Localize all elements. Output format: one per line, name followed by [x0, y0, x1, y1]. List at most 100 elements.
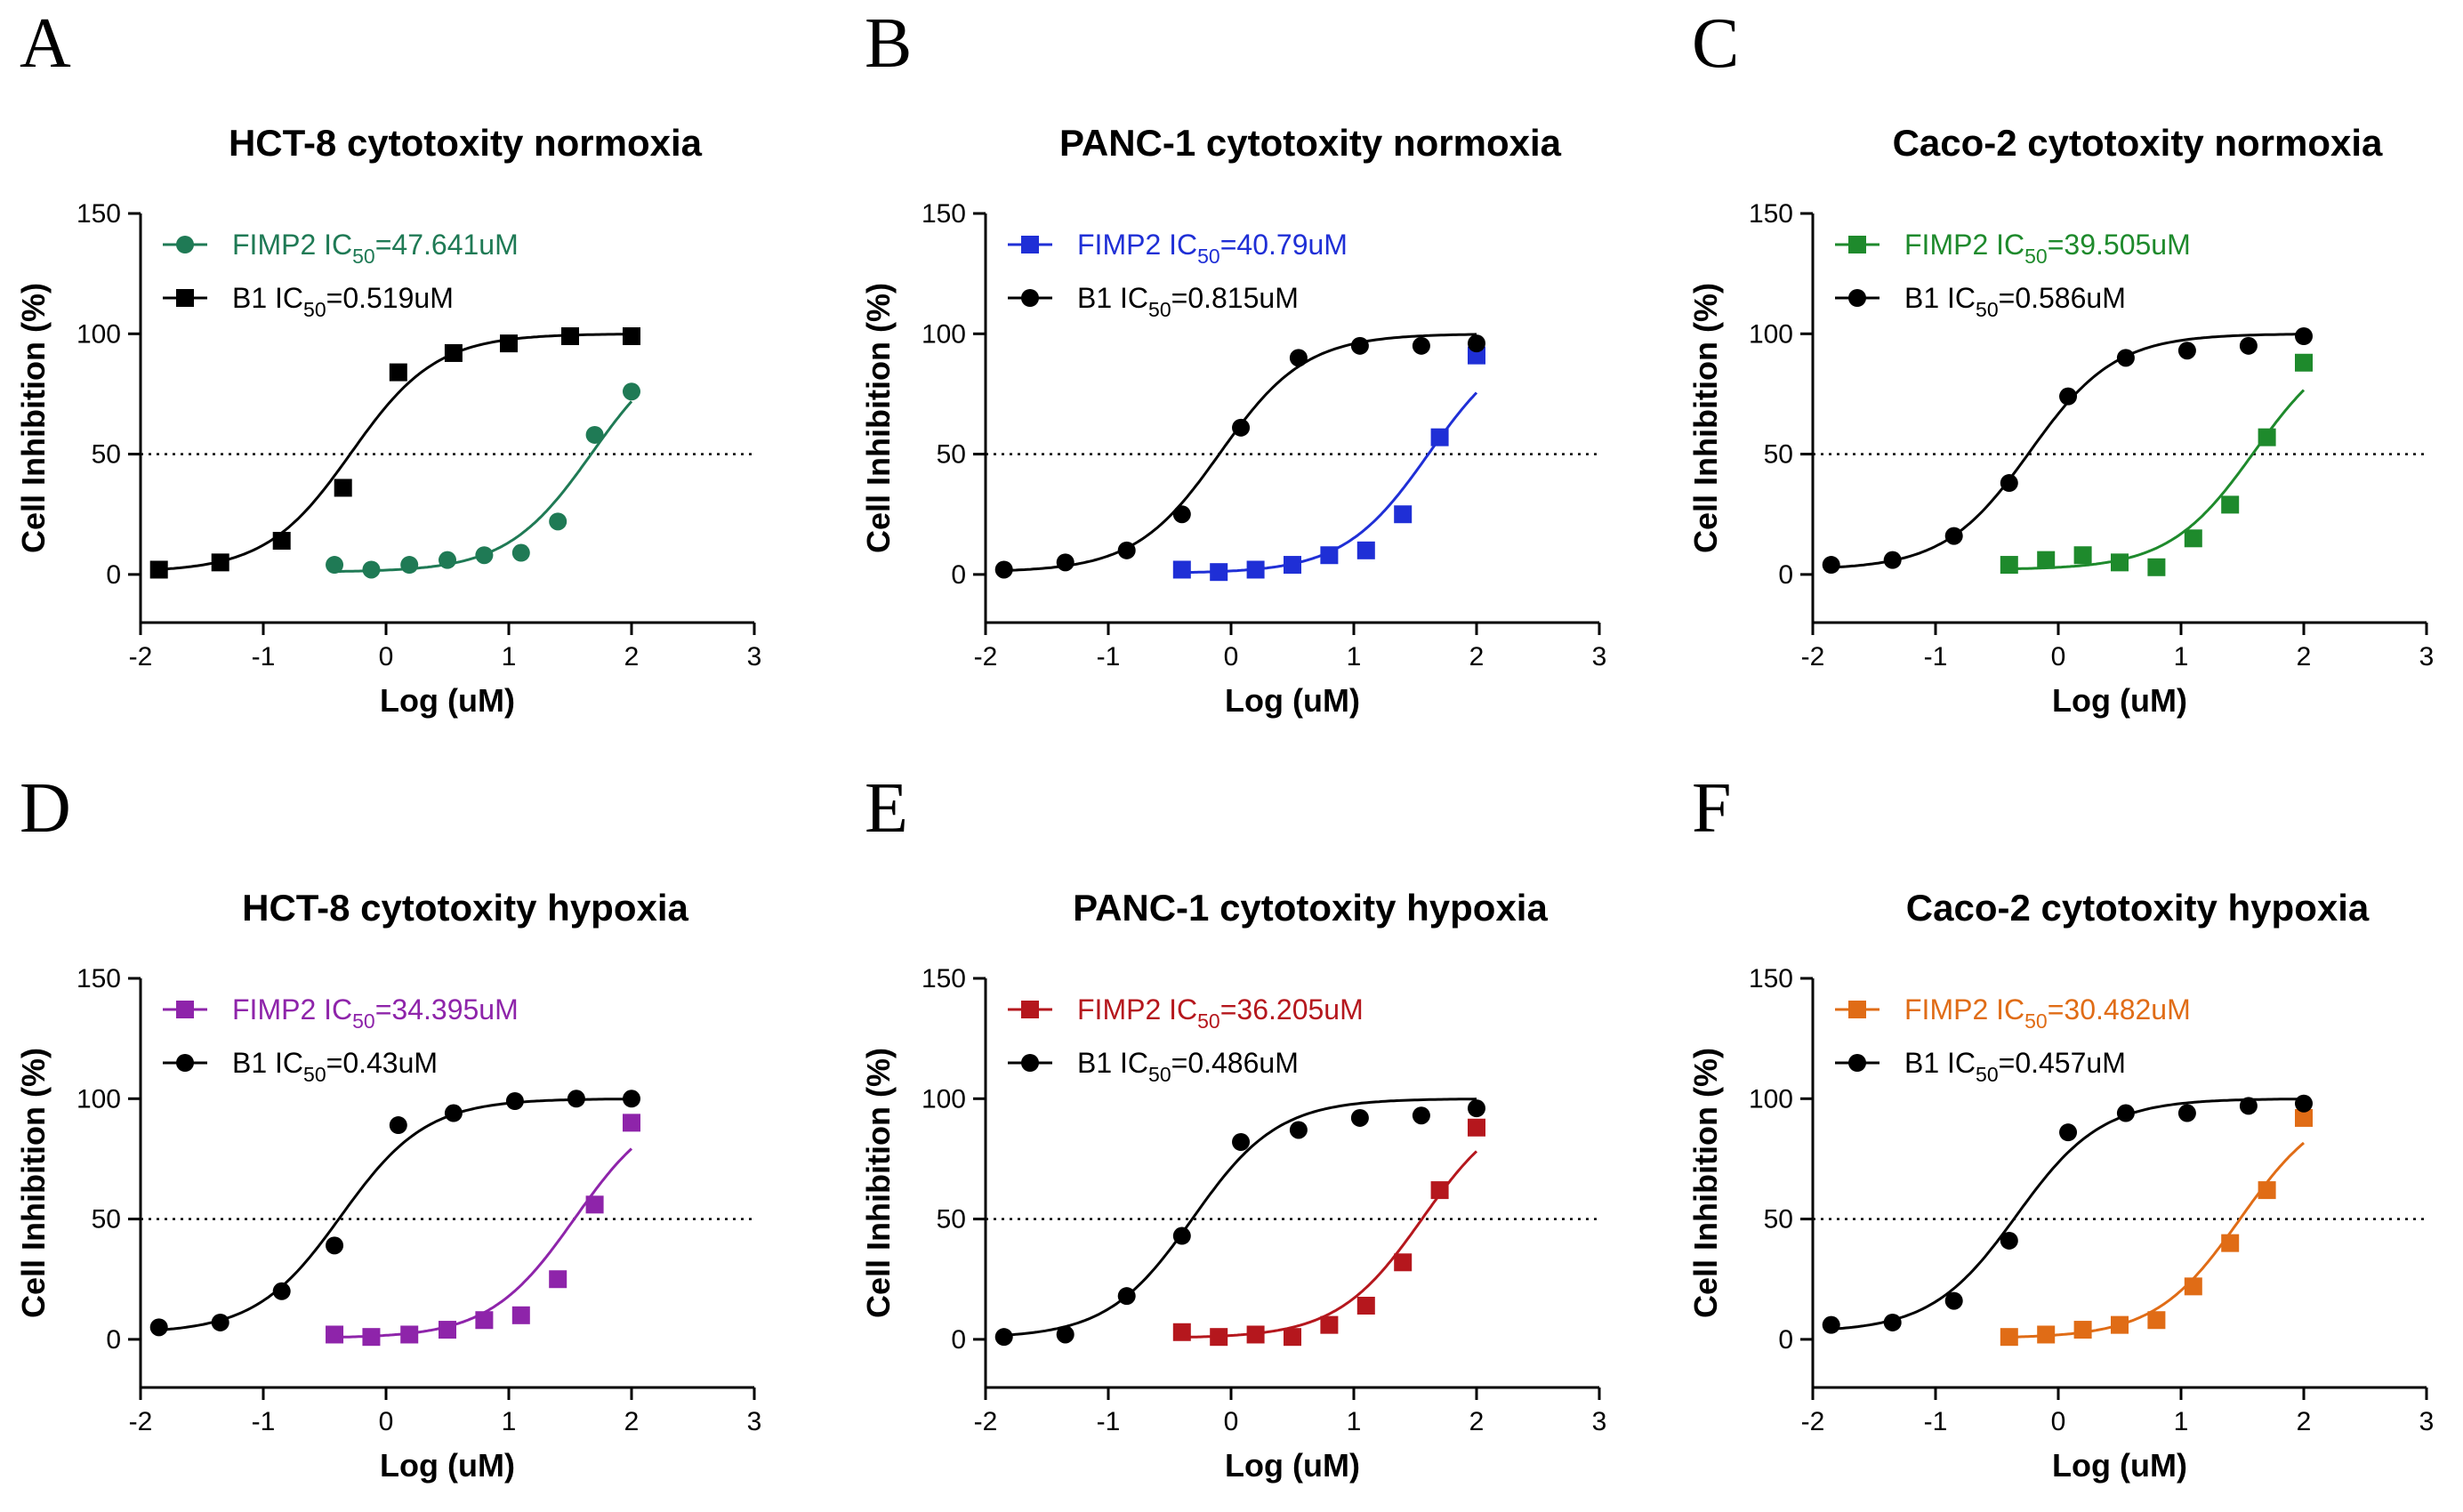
data-point [1412, 1106, 1430, 1125]
y-axis-label: Cell Inhibition (%) [15, 283, 52, 553]
data-point [1246, 1325, 1265, 1344]
x-tick-label: 3 [2419, 642, 2435, 672]
data-point [326, 556, 344, 575]
legend-label: B1 IC50=0.457uM [1904, 1047, 2126, 1086]
x-tick-label: 0 [2051, 642, 2066, 672]
y-tick-label: 150 [76, 964, 121, 993]
y-tick-label: 150 [76, 199, 121, 229]
legend-label: B1 IC50=0.519uM [232, 282, 454, 321]
legend-marker [1848, 1054, 1866, 1072]
legend-item-fimp2: FIMP2 IC50=47.641uM [163, 229, 519, 268]
x-axis-label: Log (uM) [1225, 1447, 1360, 1484]
x-tick-label: 1 [1347, 1407, 1362, 1436]
data-point [475, 1311, 494, 1330]
x-tick-label: 1 [2174, 1407, 2189, 1436]
y-axis-label: Cell Inhibition (%) [860, 283, 897, 553]
data-point [2221, 1234, 2240, 1252]
chart-title: PANC-1 cytotoxity hypoxia [1073, 887, 1548, 929]
data-point [1356, 541, 1375, 559]
x-tick-label: 2 [624, 1407, 640, 1436]
chart-panel-e: E PANC-1 cytotoxity hypoxia 0 50 100 150 -2 -1 0… [860, 769, 1606, 1484]
data-point [1056, 1325, 1075, 1344]
data-point [1883, 551, 1902, 569]
y-tick-label: 50 [1764, 440, 1793, 470]
x-axis-label: Log (uM) [380, 1447, 515, 1484]
data-point [623, 1090, 640, 1108]
chart-title: HCT-8 cytotoxity normoxia [229, 122, 703, 164]
data-point [1822, 1315, 1840, 1334]
legend-marker [1848, 289, 1866, 307]
data-point [2000, 474, 2018, 493]
data-point [1468, 1099, 1485, 1118]
x-tick-label: -1 [252, 642, 276, 672]
data-point [444, 343, 463, 362]
data-point [2147, 558, 2166, 576]
data-point [1944, 527, 1963, 545]
x-tick-label: -2 [974, 1407, 998, 1436]
fit-curve [1181, 1150, 1478, 1339]
legend-marker [1021, 1054, 1039, 1072]
data-point [1232, 1133, 1251, 1151]
data-point [1210, 1328, 1228, 1347]
legend-marker [1021, 289, 1039, 307]
panel-letter: D [20, 769, 71, 848]
x-tick-label: -2 [129, 1407, 153, 1436]
data-point [1172, 1323, 1191, 1341]
data-point [1350, 336, 1369, 355]
legend-item-fimp2: FIMP2 IC50=34.395uM [163, 993, 519, 1033]
legend-label: FIMP2 IC50=40.79uM [1077, 229, 1348, 268]
data-point [2059, 1123, 2078, 1142]
data-point [2177, 1104, 2196, 1122]
y-tick-label: 50 [1764, 1205, 1793, 1235]
data-point [444, 1104, 463, 1122]
legend-item-b1: B1 IC50=0.43uM [163, 1047, 438, 1086]
data-point [2239, 1097, 2258, 1115]
legend-item-fimp2: FIMP2 IC50=36.205uM [1008, 993, 1364, 1033]
y-tick-label: 150 [922, 199, 966, 229]
data-point [1172, 560, 1191, 579]
data-point [1468, 1118, 1485, 1137]
legend-item-b1: B1 IC50=0.519uM [163, 282, 454, 321]
chart-title: Caco-2 cytotoxity normoxia [1893, 122, 2383, 164]
x-tick-label: -1 [252, 1407, 276, 1436]
data-point [2000, 556, 2018, 575]
x-tick-label: -1 [1097, 642, 1121, 672]
data-point [475, 546, 494, 565]
fit-curve [334, 1147, 633, 1339]
chart-title: Caco-2 cytotoxity hypoxia [1906, 887, 2370, 929]
y-tick-label: 100 [76, 1084, 121, 1114]
legend-marker [176, 289, 194, 307]
x-tick-label: 0 [379, 642, 394, 672]
data-point [567, 1090, 585, 1108]
data-point [326, 1325, 344, 1344]
y-tick-label: 0 [106, 560, 121, 590]
legend-marker [176, 236, 194, 253]
data-point [2000, 1231, 2018, 1250]
y-tick-label: 50 [937, 440, 966, 470]
data-point [1117, 541, 1136, 559]
y-tick-label: 150 [1749, 964, 1793, 993]
fit-curve [1003, 333, 1477, 572]
data-point [549, 512, 567, 531]
data-point [1289, 1121, 1308, 1139]
series-b1 [1822, 1094, 2313, 1334]
data-point [585, 1195, 604, 1214]
fit-curve [158, 333, 632, 571]
legend-label: FIMP2 IC50=30.482uM [1904, 993, 2191, 1033]
data-point [1350, 1108, 1369, 1127]
x-tick-label: -2 [1801, 1407, 1825, 1436]
legend-item-b1: B1 IC50=0.457uM [1835, 1047, 2126, 1086]
x-tick-label: 2 [1469, 1407, 1485, 1436]
data-point [1468, 334, 1485, 353]
data-point [1232, 418, 1251, 437]
data-point [362, 560, 381, 579]
data-point [400, 556, 419, 575]
y-tick-label: 100 [922, 319, 966, 349]
x-tick-label: 2 [1469, 642, 1485, 672]
data-point [1284, 556, 1301, 575]
y-tick-label: 0 [951, 1325, 966, 1355]
data-point [585, 425, 604, 444]
legend-item-fimp2: FIMP2 IC50=30.482uM [1835, 993, 2191, 1033]
fit-curve [334, 400, 633, 573]
x-tick-label: -2 [974, 642, 998, 672]
